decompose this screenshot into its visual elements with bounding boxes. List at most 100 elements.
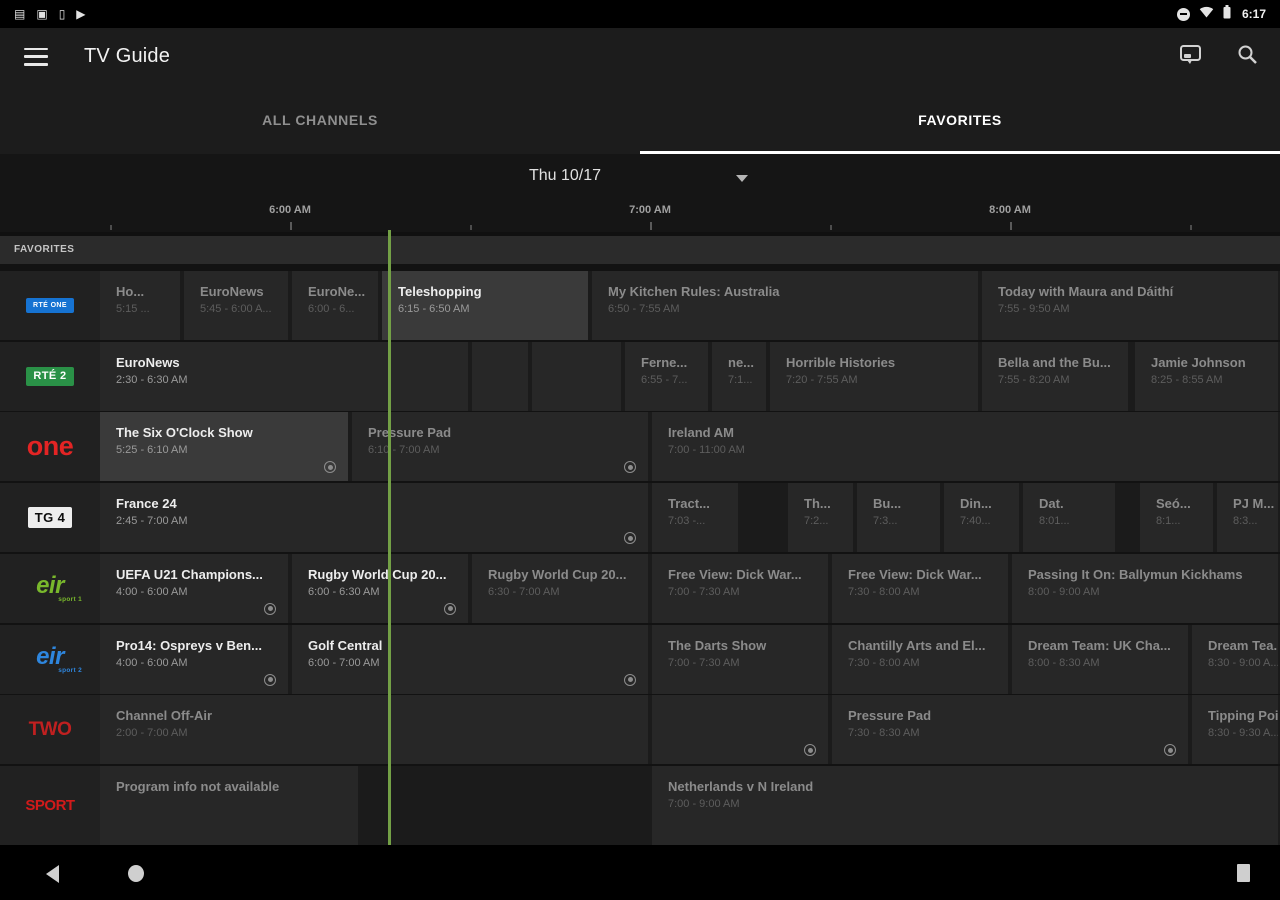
program-cell[interactable]: EuroNews 2:30 - 6:30 AM: [100, 341, 468, 411]
channel-row: RTÉ 2 EuroNews 2:30 - 6:30 AM Ferne... 6:55 …: [0, 341, 1280, 411]
tab-all-channels[interactable]: ALL CHANNELS: [262, 111, 378, 128]
program-cell[interactable]: Rugby World Cup 20... 6:30 - 7:00 AM: [472, 553, 648, 623]
timeline-tick: [290, 222, 292, 230]
program-title: Today with Maura and Dáithí: [998, 284, 1174, 299]
channel-logo-rte-2[interactable]: RTÉ 2: [0, 341, 100, 411]
program-cell[interactable]: Horrible Histories 7:20 - 7:55 AM: [770, 341, 978, 411]
device-icon: ▯: [58, 7, 66, 21]
program-cell[interactable]: Pressure Pad 6:10 - 7:00 AM: [352, 412, 648, 482]
program-title: Passing It On: Ballymun Kickhams: [1028, 566, 1243, 582]
channel-logo-virgin-two[interactable]: TWO: [0, 695, 100, 765]
channel-logo-rte-one[interactable]: RTÉ ONE: [0, 271, 100, 340]
program-title: The Six O'Clock Show: [116, 425, 253, 441]
recents-icon[interactable]: [1237, 864, 1250, 882]
program-cell[interactable]: ne... 7:1...: [712, 341, 766, 411]
program-title: EuroNews: [116, 354, 180, 370]
timeline-tick: [1190, 225, 1192, 230]
program-cell[interactable]: Dream Team: UK Cha... 8:00 - 8:30 AM: [1012, 624, 1188, 694]
program-title: Tract...: [668, 496, 710, 512]
program-cell[interactable]: [532, 341, 621, 411]
program-title: Rugby World Cup 20...: [488, 566, 627, 582]
channel-logo-virgin-sport[interactable]: SPORT: [0, 765, 100, 845]
program-cell[interactable]: UEFA U21 Champions... 4:00 - 6:00 AM: [100, 553, 288, 623]
program-title: Bella and the Bu...: [998, 354, 1111, 370]
channel-logo-subtext: sport 1: [58, 595, 82, 603]
home-icon[interactable]: [128, 865, 144, 882]
program-cell[interactable]: Passing It On: Ballymun Kickhams 8:00 - 9…: [1012, 553, 1278, 623]
program-cell[interactable]: Th... 7:2...: [788, 483, 853, 553]
program-time: 4:00 - 6:00 AM: [116, 585, 188, 598]
program-cell[interactable]: France 24 2:45 - 7:00 AM: [100, 483, 648, 553]
battery-icon: [1223, 4, 1231, 24]
program-time: 7:30 - 8:30 AM: [848, 727, 920, 740]
channel-row: RTÉ ONE Ho... 5:15 ... EuroNews 5:45 - 6:00 …: [0, 271, 1280, 340]
program-time: 7:20 - 7:55 AM: [786, 373, 858, 386]
program-time: 7:00 - 9:00 AM: [668, 797, 740, 810]
program-cell[interactable]: The Darts Show 7:00 - 7:30 AM: [652, 624, 828, 694]
program-cell[interactable]: Tipping Poi... 8:30 - 9:30 A...: [1192, 695, 1278, 765]
program-cell[interactable]: Bu... 7:3...: [857, 483, 940, 553]
search-icon[interactable]: [1237, 44, 1258, 70]
program-title: Golf Central: [308, 637, 383, 653]
clock: 6:17: [1241, 7, 1266, 21]
program-title: My Kitchen Rules: Australia: [608, 284, 780, 299]
program-cell[interactable]: Free View: Dick War... 7:30 - 8:00 AM: [832, 553, 1008, 623]
program-cell[interactable]: Ireland AM 7:00 - 11:00 AM: [652, 412, 1278, 482]
epg-grid: RTÉ ONE Ho... 5:15 ... EuroNews 5:45 - 6:00 …: [0, 264, 1280, 845]
active-tab-indicator: [640, 151, 1280, 154]
program-cell[interactable]: Rugby World Cup 20... 6:00 - 6:30 AM: [292, 553, 468, 623]
program-cell[interactable]: My Kitchen Rules: Australia 6:50 - 7:55 A…: [592, 271, 978, 340]
program-cell[interactable]: Channel Off-Air 2:00 - 7:00 AM: [100, 695, 648, 765]
wifi-icon: [1199, 5, 1214, 23]
program-cell[interactable]: Pro14: Ospreys v Ben... 4:00 - 6:00 AM: [100, 624, 288, 694]
program-cell[interactable]: Ferne... 6:55 - 7...: [625, 341, 708, 411]
program-cell[interactable]: Dat. 8:01...: [1023, 483, 1115, 553]
program-cell[interactable]: [472, 341, 528, 411]
program-cell[interactable]: Ho... 5:15 ...: [100, 271, 180, 340]
program-title: EuroNe...: [308, 284, 366, 299]
program-cell[interactable]: Pressure Pad 7:30 - 8:30 AM: [832, 695, 1188, 765]
program-cell[interactable]: The Six O'Clock Show 5:25 - 6:10 AM: [100, 412, 348, 482]
program-time: 7:00 - 7:30 AM: [668, 656, 740, 669]
channel-logo-virgin-one[interactable]: one: [0, 412, 100, 482]
program-title: Tipping Poi...: [1208, 708, 1278, 724]
live-channels-icon[interactable]: [1179, 43, 1203, 70]
program-cell[interactable]: EuroNews 5:45 - 6:00 A...: [184, 271, 288, 340]
program-time: 5:25 - 6:10 AM: [116, 444, 188, 457]
program-cell[interactable]: PJ M... 8:3...: [1217, 483, 1278, 553]
program-cell[interactable]: Dream Tea... 8:30 - 9:00 A...: [1192, 624, 1278, 694]
program-cell[interactable]: Din... 7:40...: [944, 483, 1019, 553]
back-icon[interactable]: [46, 865, 59, 883]
program-title: Th...: [804, 496, 831, 512]
program-cell[interactable]: [652, 695, 828, 765]
program-time: 7:2...: [804, 515, 829, 528]
menu-icon[interactable]: [24, 47, 48, 66]
timeline-row: Thu 10/17 6:00 AM 7:00 AM 8:00 AM: [0, 154, 1280, 232]
timeline-label: 7:00 AM: [629, 204, 671, 216]
program-cell[interactable]: Chantilly Arts and El... 7:30 - 8:00 AM: [832, 624, 1008, 694]
program-cell[interactable]: Seó... 8:1...: [1140, 483, 1213, 553]
channel-logo-text: RTÉ 2: [26, 366, 74, 386]
tab-favorites[interactable]: FAVORITES: [918, 111, 1002, 128]
program-title: Din...: [960, 496, 992, 512]
program-time: 6:00 - 7:00 AM: [308, 656, 380, 669]
program-cell[interactable]: EuroNe... 6:00 - 6...: [292, 271, 378, 340]
program-cell[interactable]: Free View: Dick War... 7:00 - 7:30 AM: [652, 553, 828, 623]
program-title: Jamie Johnson: [1151, 354, 1246, 370]
program-time: 8:30 - 9:30 A...: [1208, 727, 1278, 740]
program-cell[interactable]: Today with Maura and Dáithí 7:55 - 9:50 A…: [982, 271, 1278, 340]
program-cell[interactable]: Netherlands v N Ireland 7:00 - 9:00 AM: [652, 765, 1278, 845]
program-cell[interactable]: Bella and the Bu... 7:55 - 8:20 AM: [982, 341, 1128, 411]
program-cell[interactable]: Tract... 7:03 -...: [652, 483, 738, 553]
channel-logo-eir-sport-2[interactable]: eir sport 2: [0, 624, 100, 694]
channel-logo-tg4[interactable]: TG 4: [0, 483, 100, 553]
program-cell[interactable]: Teleshopping 6:15 - 6:50 AM: [382, 271, 588, 340]
timeline-tick: [830, 225, 832, 230]
program-cell[interactable]: Jamie Johnson 8:25 - 8:55 AM: [1135, 341, 1278, 411]
timeline-tick: [650, 222, 652, 230]
date-label: Thu 10/17: [528, 167, 602, 184]
program-cell[interactable]: Golf Central 6:00 - 7:00 AM: [292, 624, 648, 694]
date-selector[interactable]: Thu 10/17: [440, 162, 770, 194]
channel-logo-eir-sport-1[interactable]: eir sport 1: [0, 553, 100, 623]
program-cell[interactable]: Program info not available: [100, 765, 358, 845]
